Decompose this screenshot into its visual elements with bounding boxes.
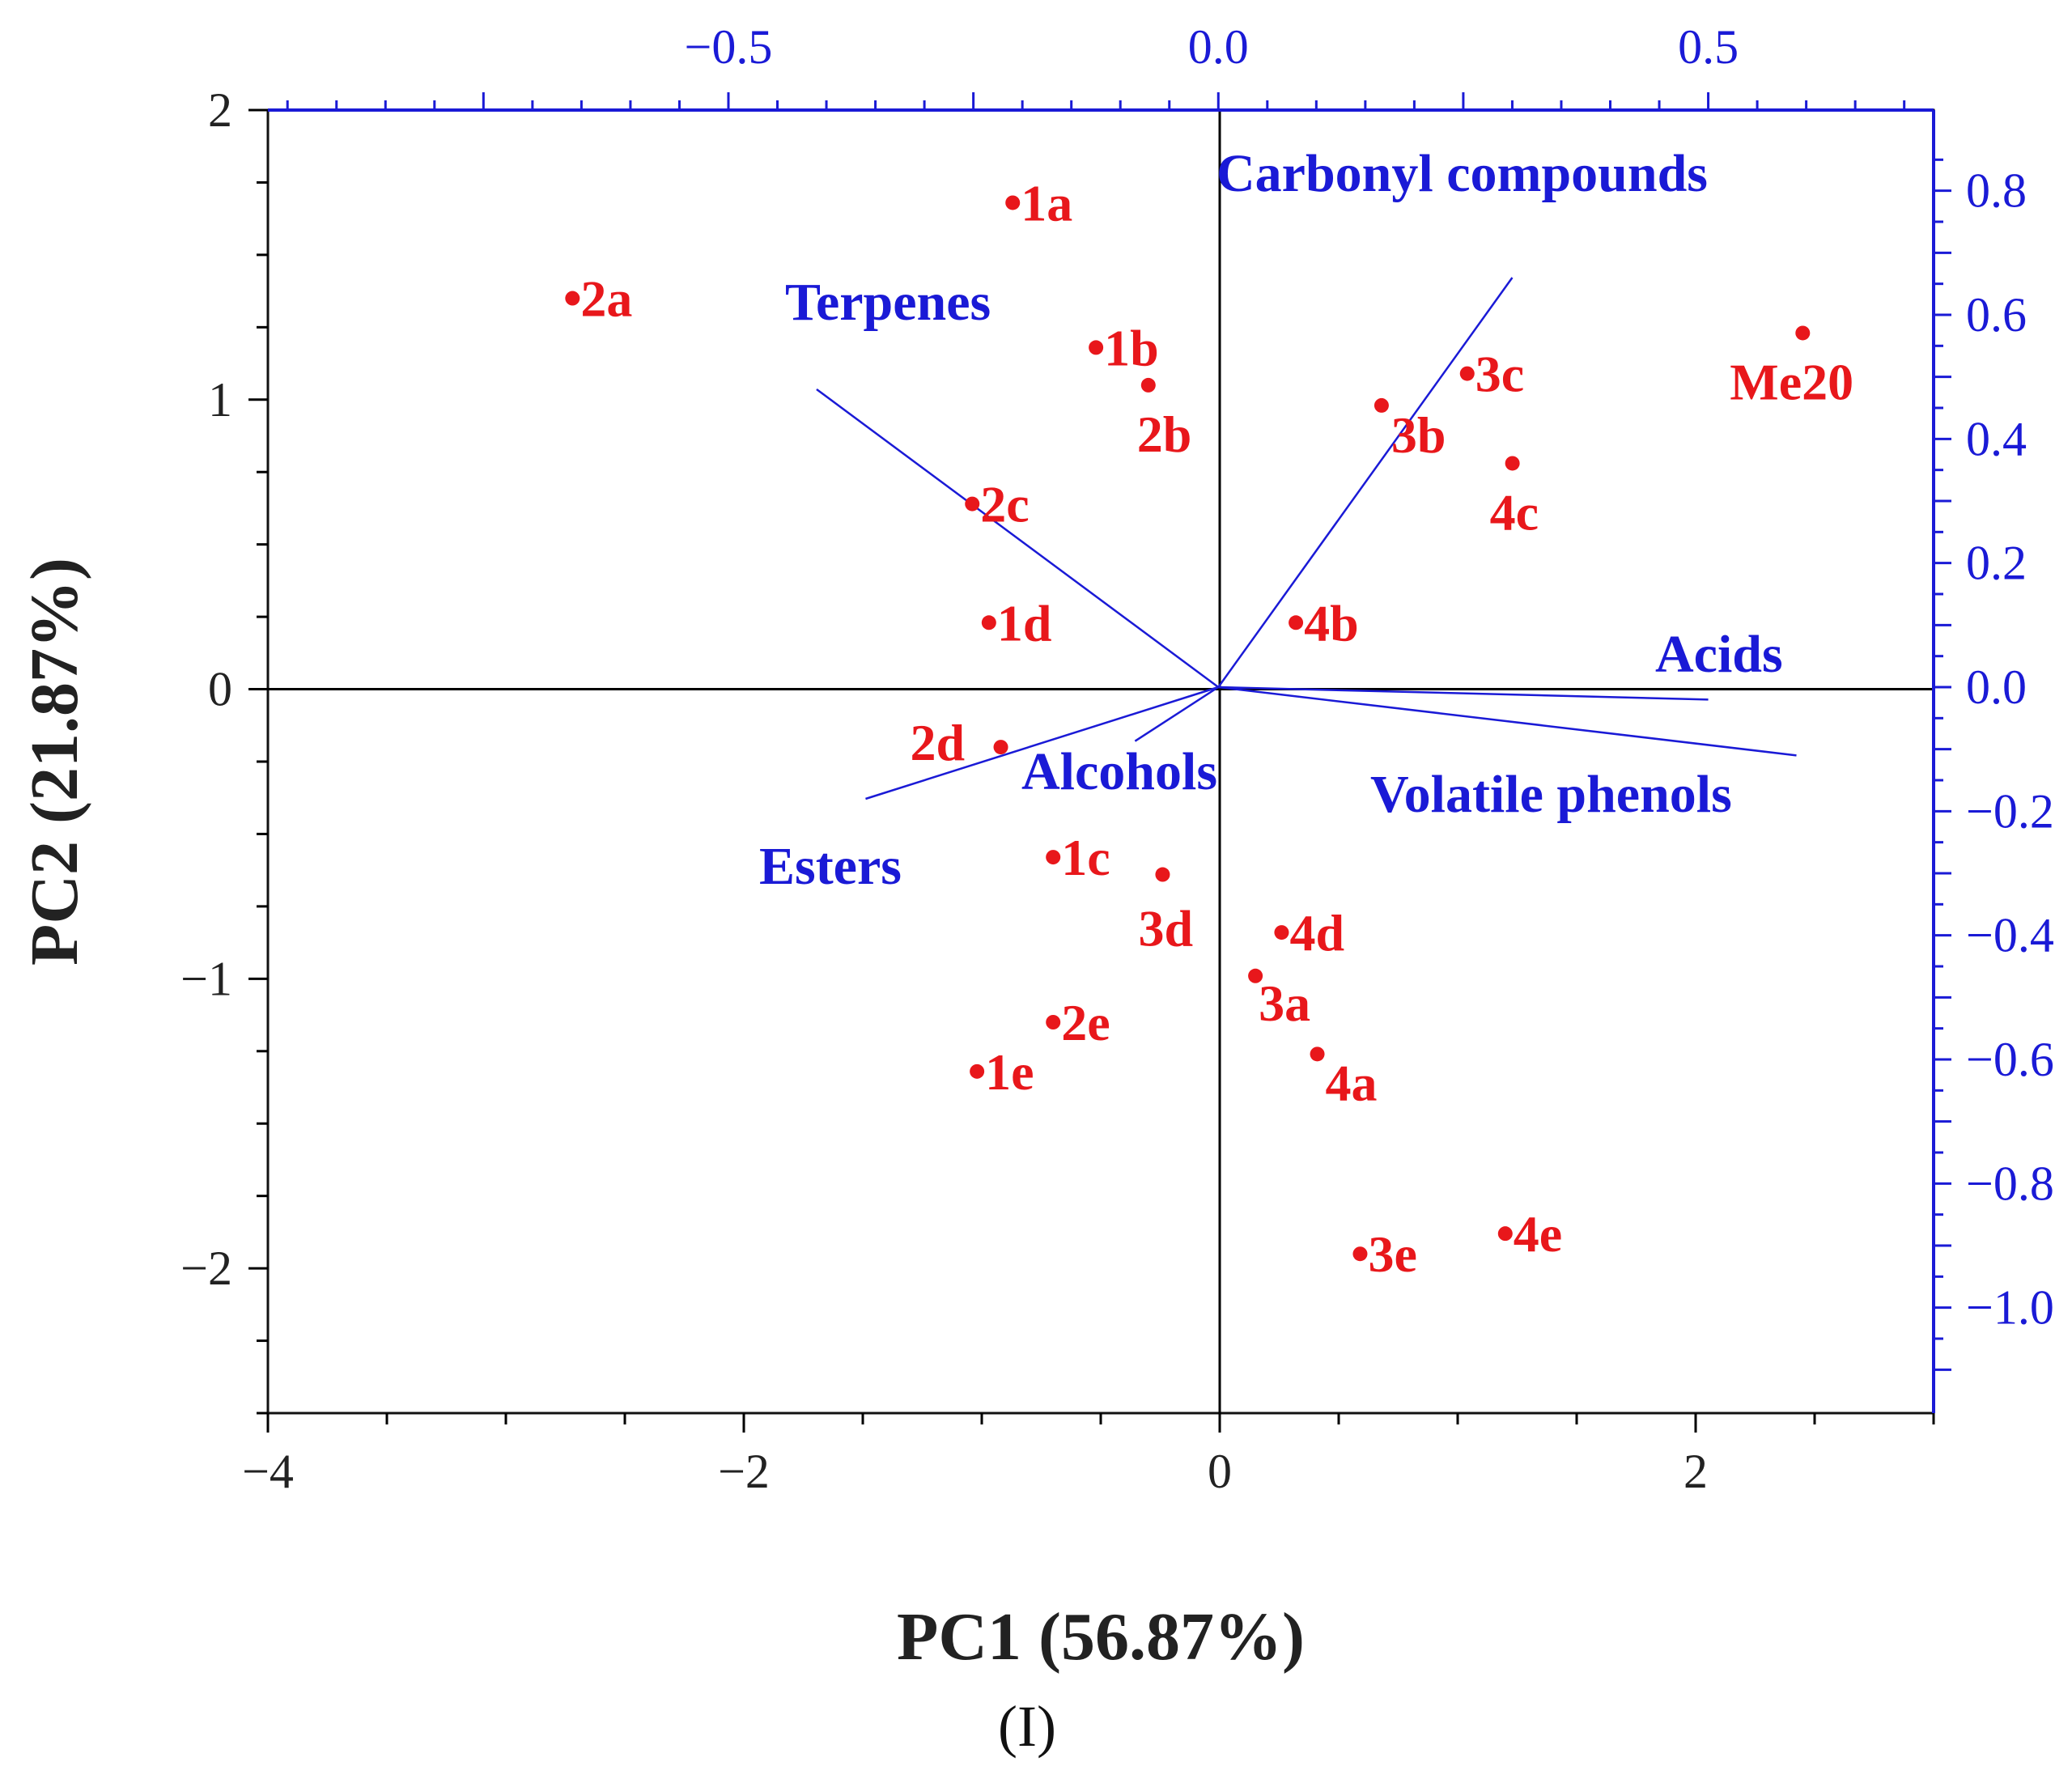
score-label-2b: 2b xyxy=(1137,405,1192,463)
tick-labels: −4 −2 0 2 −2 −1 0 1 2 −0.5 0.0 0.5 −1.0 −0.8 −0.6 −0.4 −… xyxy=(180,20,2054,1498)
score-label-4d: 4d xyxy=(1289,904,1344,962)
x-tick-label: −2 xyxy=(718,1445,770,1498)
score-label-3a: 3a xyxy=(1259,974,1310,1032)
x-tick-label: −4 xyxy=(242,1445,294,1498)
loading-label-alcohols: Alcohols xyxy=(1021,742,1217,801)
score-point-1a xyxy=(1005,195,1021,210)
right-tick-label: 0.2 xyxy=(1966,537,2027,590)
panel-label: (I) xyxy=(998,1694,1056,1759)
score-label-2d: 2d xyxy=(911,714,966,771)
score-label-1b: 1b xyxy=(1104,319,1159,376)
loading-axes-frame xyxy=(268,108,1935,1413)
loading-label-esters: Esters xyxy=(759,837,902,896)
score-label-3e: 3e xyxy=(1368,1225,1416,1283)
score-label-2e: 2e xyxy=(1061,994,1110,1051)
score-point-1c xyxy=(1046,850,1061,865)
score-label-4b: 4b xyxy=(1304,594,1359,652)
x-tick-label: 2 xyxy=(1684,1445,1708,1498)
score-point-4a xyxy=(1310,1046,1325,1062)
score-point-2a xyxy=(565,291,580,306)
score-point-Me20 xyxy=(1795,325,1811,341)
score-labels: 1a 2a 1b 2b 2c 1d 2d 1c 3d 4d 3a 2e 1e 4a 3e 4e 3b 3c 4c 4b… xyxy=(580,174,1853,1283)
score-label-2c: 2c xyxy=(980,476,1029,533)
right-tick-label: −0.8 xyxy=(1966,1157,2054,1210)
score-point-4d xyxy=(1274,925,1289,940)
loading-vector-acids xyxy=(1218,686,1709,701)
score-point-3a xyxy=(1248,968,1263,983)
score-point-4e xyxy=(1497,1226,1513,1242)
score-label-4a: 4a xyxy=(1326,1054,1378,1111)
top-tick-label: 0.0 xyxy=(1188,20,1249,74)
score-label-1d: 1d xyxy=(997,594,1052,652)
loading-vector-carbonyl-compounds xyxy=(1217,277,1514,688)
score-label-3d: 3d xyxy=(1138,900,1193,957)
loading-label-acids: Acids xyxy=(1655,625,1783,684)
right-tick-label: −0.4 xyxy=(1966,909,2054,962)
score-label-1c: 1c xyxy=(1061,829,1110,886)
score-label-1e: 1e xyxy=(985,1043,1034,1101)
right-tick-label: 0.6 xyxy=(1966,288,2027,342)
score-point-3b xyxy=(1374,397,1389,413)
score-label-3b: 3b xyxy=(1391,406,1446,464)
score-point-4b xyxy=(1289,615,1304,630)
x-tick-label: 0 xyxy=(1208,1445,1232,1498)
score-points xyxy=(565,195,1811,1262)
score-point-2b xyxy=(1140,377,1156,393)
loading-vector-alcohols xyxy=(1134,686,1219,742)
right-tick-label: 0.0 xyxy=(1966,660,2027,714)
y-tick-label: 2 xyxy=(208,83,232,137)
y-tick-label: −2 xyxy=(180,1242,232,1295)
score-point-1e xyxy=(970,1063,985,1079)
score-label-3c: 3c xyxy=(1475,346,1524,403)
score-point-1b xyxy=(1089,340,1104,355)
score-label-4c: 4c xyxy=(1490,483,1539,541)
x-axis-title: PC1 (56.87%) xyxy=(897,1599,1305,1675)
loading-vector-volatile-phenols xyxy=(1218,686,1797,757)
top-tick-label: 0.5 xyxy=(1678,20,1739,74)
loading-vector-terpenes xyxy=(816,388,1220,689)
score-point-2e xyxy=(1046,1015,1061,1029)
top-tick-label: −0.5 xyxy=(685,20,773,74)
right-tick-label: −1.0 xyxy=(1966,1281,2054,1335)
score-point-3d xyxy=(1155,867,1170,882)
right-tick-label: −0.6 xyxy=(1966,1033,2054,1086)
y-tick-label: 0 xyxy=(208,663,232,716)
loading-label-terpenes: Terpenes xyxy=(785,273,991,332)
loading-label-volatile-phenols: Volatile phenols xyxy=(1370,765,1732,824)
y-axis-title: PC2 (21.87%) xyxy=(17,558,92,966)
loading-label-carbonyl-compounds: Carbonyl compounds xyxy=(1216,144,1708,203)
y-tick-label: 1 xyxy=(208,373,232,427)
loading-labels: Carbonyl compounds Terpenes Acids Volatile … xyxy=(759,144,1783,896)
right-tick-label: 0.8 xyxy=(1966,164,2027,218)
zero-lines xyxy=(268,110,1934,1413)
right-tick-label: 0.4 xyxy=(1966,412,2027,465)
score-label-2a: 2a xyxy=(580,270,632,328)
score-label-Me20: Me20 xyxy=(1730,353,1853,410)
tick-marks xyxy=(248,92,1951,1433)
score-point-3e xyxy=(1352,1246,1368,1262)
loading-vectors xyxy=(816,277,1797,800)
score-point-3c xyxy=(1459,366,1475,381)
score-point-2d xyxy=(993,740,1008,755)
right-tick-label: −0.2 xyxy=(1966,784,2054,838)
score-point-4c xyxy=(1505,456,1520,471)
score-label-1a: 1a xyxy=(1021,174,1072,231)
score-point-1d xyxy=(981,615,996,630)
score-point-2c xyxy=(965,496,980,512)
y-tick-label: −1 xyxy=(180,952,232,1005)
score-label-4e: 4e xyxy=(1514,1205,1562,1263)
loading-vector-esters xyxy=(865,686,1219,800)
